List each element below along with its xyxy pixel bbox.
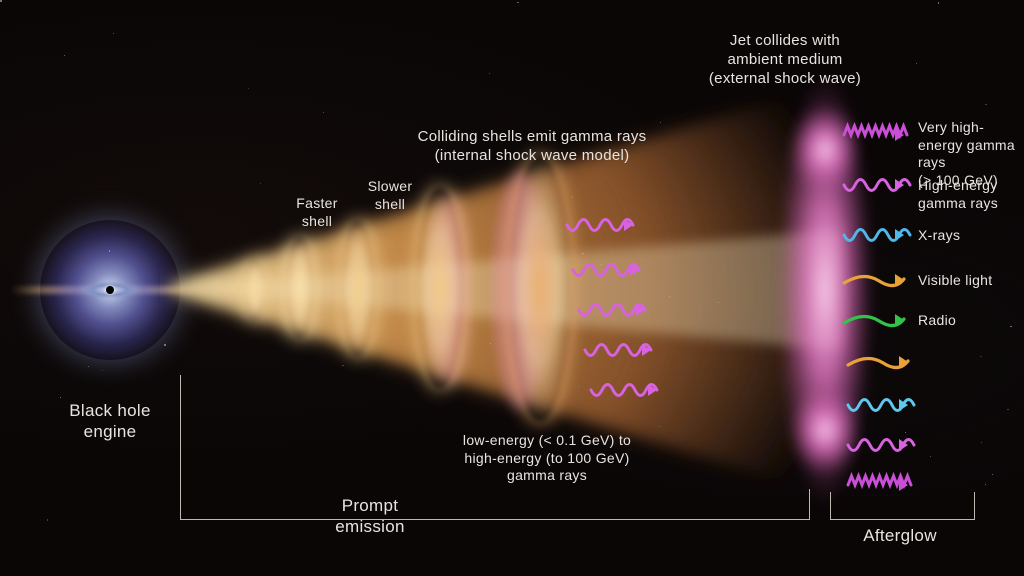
shell xyxy=(245,260,265,320)
afterglow-wave xyxy=(846,392,922,418)
shell xyxy=(286,238,314,338)
radiation-very-high-energy-gamma-rays xyxy=(842,122,918,148)
radiation-high-energy-gamma-rays xyxy=(842,172,918,198)
radiation-label: Visible light xyxy=(918,272,1024,290)
prompt-bracket xyxy=(180,375,810,520)
afterglow-wave xyxy=(846,349,922,375)
radiation-label: X-rays xyxy=(918,227,1024,245)
prompt-gamma-wave xyxy=(571,257,653,283)
radiation-radio xyxy=(842,307,918,333)
shell xyxy=(341,221,375,356)
prompt-gamma-wave xyxy=(583,337,665,363)
radiation-visible-light xyxy=(842,267,918,293)
afterglow-label: Afterglow xyxy=(840,525,960,546)
slower-shell-label: Slowershell xyxy=(355,178,425,213)
black-hole-core xyxy=(106,286,114,294)
prompt-gamma-wave xyxy=(577,297,659,323)
prompt-gamma-wave xyxy=(565,212,647,238)
afterglow-wave xyxy=(846,432,922,458)
shell xyxy=(416,188,464,388)
jet-collides-label: Jet collides withambient medium(external… xyxy=(680,32,890,88)
black-hole-engine xyxy=(40,220,180,360)
radiation-label: High-energy gamma rays xyxy=(918,177,1024,212)
colliding-shells-label: Colliding shells emit gamma rays(interna… xyxy=(392,128,672,166)
radiation-x-rays xyxy=(842,222,918,248)
engine-label: Black holeengine xyxy=(50,400,170,443)
faster-shell-label: Fastershell xyxy=(282,195,352,230)
radiation-label: Radio xyxy=(918,312,1024,330)
afterglow-bracket xyxy=(830,492,975,520)
